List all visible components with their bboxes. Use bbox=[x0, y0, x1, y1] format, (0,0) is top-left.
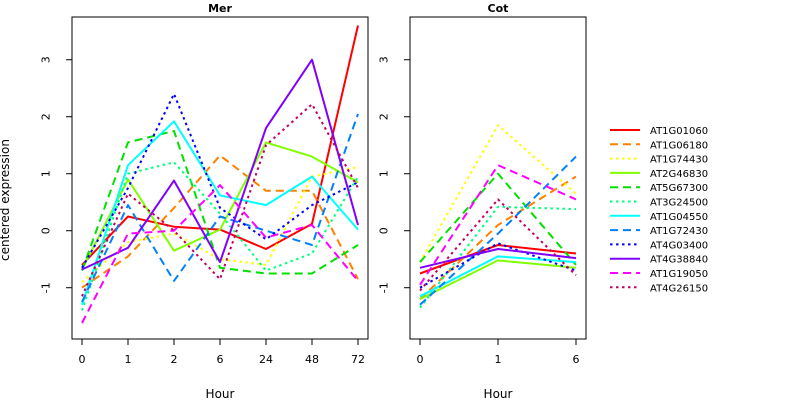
y-tick-label: 1 bbox=[40, 170, 53, 177]
legend-label: AT3G24500 bbox=[650, 198, 708, 209]
legend-label: AT2G46830 bbox=[650, 169, 708, 180]
legend-label: AT4G03400 bbox=[650, 240, 708, 251]
series-line-at4g26150 bbox=[419, 198, 577, 292]
x-axis-title: Hour bbox=[484, 387, 513, 400]
x-tick-label: 72 bbox=[351, 353, 365, 366]
legend-label: AT1G04550 bbox=[650, 212, 708, 223]
y-tick-label: 3 bbox=[40, 56, 53, 63]
series-line-at1g19050 bbox=[81, 184, 359, 324]
series-line-at1g74430 bbox=[419, 124, 577, 263]
x-tick-label: 48 bbox=[305, 353, 319, 366]
legend: AT1G01060 AT1G06180 AT1G74430 AT2G46830 AT5G… bbox=[610, 126, 708, 294]
y-tick-label: -1 bbox=[378, 282, 391, 293]
series-line-at5g67300 bbox=[419, 172, 577, 266]
x-tick-label: 6 bbox=[573, 353, 580, 366]
series-line-at3g24500 bbox=[419, 205, 577, 309]
y-axis-title: centered expression bbox=[0, 139, 12, 261]
series-line-at1g04550 bbox=[419, 255, 577, 298]
panel-cot: Cot 0 1 6 -1 0 1 2 3 Hour bbox=[378, 2, 587, 400]
legend-label: AT1G19050 bbox=[650, 269, 708, 280]
series-line-at1g06180 bbox=[419, 175, 577, 300]
x-tick-label: 6 bbox=[217, 353, 224, 366]
legend-label: AT4G38840 bbox=[650, 255, 708, 266]
series-line-at1g72430 bbox=[81, 113, 359, 303]
y-tick-label: 0 bbox=[378, 227, 391, 234]
y-tick-label: -1 bbox=[40, 282, 53, 293]
y-tick-label: 2 bbox=[40, 113, 53, 120]
series-line-at1g19050 bbox=[419, 164, 577, 286]
x-tick-label: 1 bbox=[125, 353, 132, 366]
legend-label: AT5G67300 bbox=[650, 183, 708, 194]
y-tick-label: 1 bbox=[378, 170, 391, 177]
series-line-at1g04550 bbox=[81, 120, 359, 306]
x-tick-label: 24 bbox=[259, 353, 273, 366]
series-line-at4g03400 bbox=[419, 242, 577, 289]
x-tick-label: 0 bbox=[79, 353, 86, 366]
series-line-at5g67300 bbox=[81, 130, 359, 275]
x-tick-label: 2 bbox=[171, 353, 178, 366]
x-tick-label: 1 bbox=[495, 353, 502, 366]
legend-label: AT1G01060 bbox=[650, 126, 708, 137]
panel-mer: Mer 0 1 2 6 24 48 72 -1 0 1 2 3 Hour bbox=[40, 2, 369, 400]
legend-label: AT1G06180 bbox=[650, 140, 708, 151]
series-line-at3g24500 bbox=[81, 161, 359, 311]
series-line-at2g46830 bbox=[81, 141, 359, 270]
y-tick-label: 3 bbox=[378, 56, 391, 63]
series-line-at4g38840 bbox=[81, 58, 359, 271]
legend-label: AT4G26150 bbox=[650, 283, 708, 294]
x-tick-label: 0 bbox=[417, 353, 424, 366]
panel-title: Mer bbox=[208, 2, 232, 15]
y-tick-label: 2 bbox=[378, 113, 391, 120]
series-line-at1g72430 bbox=[419, 155, 577, 306]
y-tick-label: 0 bbox=[40, 227, 53, 234]
series-line-at4g38840 bbox=[419, 248, 577, 269]
series-line-at4g03400 bbox=[81, 92, 359, 269]
x-axis-title: Hour bbox=[206, 387, 235, 400]
series-line-at1g06180 bbox=[81, 154, 359, 289]
panel-title: Cot bbox=[488, 2, 509, 15]
legend-label: AT1G72430 bbox=[650, 226, 708, 237]
series-line-at2g46830 bbox=[419, 259, 577, 300]
legend-label: AT1G74430 bbox=[650, 155, 708, 166]
